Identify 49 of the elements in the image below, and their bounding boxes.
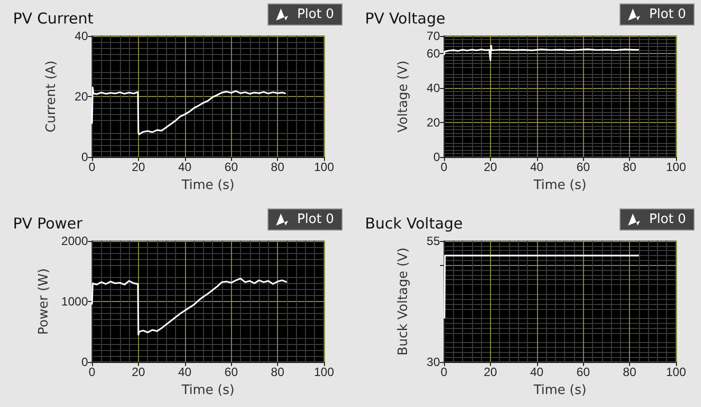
x-tick-label: 60 xyxy=(224,365,238,379)
x-tick-label: 100 xyxy=(666,365,686,379)
x-tick-label: 100 xyxy=(314,160,334,174)
x-tick-label: 20 xyxy=(484,365,498,379)
y-tick-label: 60 xyxy=(426,46,440,60)
x-tick-label: 60 xyxy=(576,160,590,174)
chart-title: PV Voltage xyxy=(365,10,446,28)
x-tick-label: 20 xyxy=(484,160,498,174)
y-axis-title: Current (A) xyxy=(44,60,59,132)
x-tick-label: 40 xyxy=(530,365,544,379)
legend-label: Plot 0 xyxy=(649,7,686,22)
legend-label: Plot 0 xyxy=(297,7,334,22)
x-tick-label: 20 xyxy=(132,365,146,379)
y-tick-label: 20 xyxy=(74,90,88,104)
x-tick-label: 40 xyxy=(178,365,192,379)
y-tick-label: 30 xyxy=(426,355,440,369)
y-tick-label: 70 xyxy=(426,29,440,43)
chart-title: PV Current xyxy=(13,10,94,28)
legend-label: Plot 0 xyxy=(649,212,686,227)
y-tick-label: 55 xyxy=(426,234,440,248)
x-tick-label: 40 xyxy=(178,160,192,174)
y-tick-label: 40 xyxy=(74,29,88,43)
chart-title: Buck Voltage xyxy=(365,214,463,232)
x-axis-title: Time (s) xyxy=(532,383,586,398)
x-tick-label: 40 xyxy=(530,160,544,174)
x-tick-label: 80 xyxy=(622,365,637,379)
x-tick-label: 100 xyxy=(666,160,686,174)
y-tick-label: 2000 xyxy=(61,234,88,248)
x-tick-label: 80 xyxy=(270,365,285,379)
y-tick-label: 20 xyxy=(426,115,440,130)
y-axis-title: Power (W) xyxy=(36,268,52,335)
chart-title: PV Power xyxy=(13,214,84,232)
y-tick-label: 40 xyxy=(426,80,440,95)
y-tick-label: 1000 xyxy=(61,294,88,308)
x-axis-title: Time (s) xyxy=(180,178,234,193)
y-axis-title: Buck Voltage (V) xyxy=(396,248,411,356)
x-tick-label: 80 xyxy=(270,160,285,174)
y-axis-title: Voltage (V) xyxy=(396,60,411,132)
x-axis-title: Time (s) xyxy=(180,383,234,398)
legend-label: Plot 0 xyxy=(297,212,334,227)
y-tick-label: 0 xyxy=(81,355,88,369)
x-tick-label: 100 xyxy=(314,365,334,379)
x-axis-title: Time (s) xyxy=(532,178,586,193)
x-tick-label: 60 xyxy=(224,160,238,174)
x-tick-label: 20 xyxy=(132,160,146,174)
y-tick-label: 0 xyxy=(433,150,440,164)
x-tick-label: 80 xyxy=(622,160,637,174)
x-tick-label: 60 xyxy=(576,365,590,379)
y-tick-label: 0 xyxy=(81,150,88,164)
